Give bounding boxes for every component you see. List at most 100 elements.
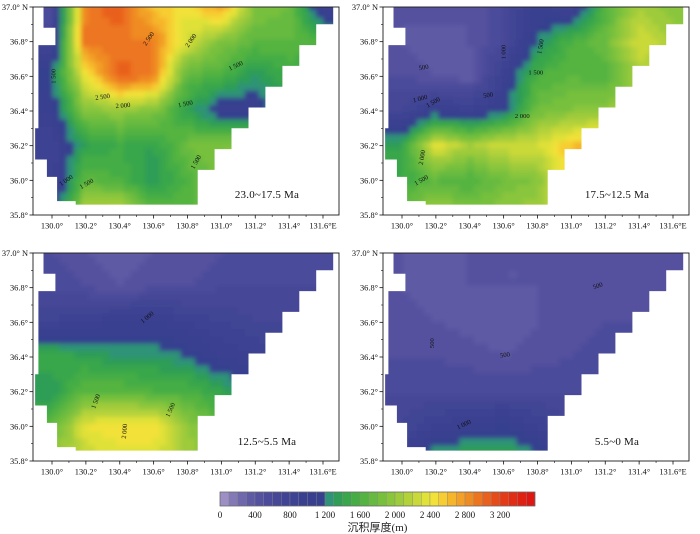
- contour-label: 1 000: [500, 44, 507, 60]
- contour-label: 500: [429, 337, 436, 348]
- colorbar-cell: [377, 491, 387, 507]
- colorbar-cell: [324, 491, 334, 507]
- colorbar-cell: [526, 491, 536, 507]
- y-tick-label: 35.8°: [10, 457, 28, 466]
- contour-label: 500: [483, 91, 494, 99]
- map-panel-5.5-0-ma: 130.0° 130.2° 130.4° 130.6° 130.8° 131.0° 131.…: [350, 245, 700, 485]
- x-tick-label: 130.8°: [526, 468, 548, 477]
- x-tick-label: 131.0°: [560, 468, 582, 477]
- contour-label: 2 000: [115, 102, 131, 110]
- y-tick-label: 37.0° N: [352, 3, 378, 12]
- colorbar-cell: [254, 491, 264, 507]
- colorbar-tick-label: 400: [248, 510, 262, 520]
- y-tick-label: 36.4°: [10, 107, 28, 116]
- x-tick-label: 131.2°: [594, 222, 616, 231]
- y-tick-label: 36.4°: [360, 107, 378, 116]
- x-tick-label: 130.2°: [425, 468, 447, 477]
- contour-label: 1 500: [178, 99, 195, 109]
- colorbar-cell: [281, 491, 291, 507]
- colorbar-cell: [438, 491, 448, 507]
- x-tick-label: 131.0°: [560, 222, 582, 231]
- x-tick-label: 131.0°: [210, 222, 232, 231]
- y-tick-label: 36.4°: [10, 353, 28, 362]
- x-tick-label: 131.0°: [210, 468, 232, 477]
- colorbar-tick-label: 0: [218, 510, 223, 520]
- colorbar: 0 400 800 1 200 1 600 2 000 2 400 2 800 3 200: [218, 491, 536, 520]
- map-panel-12.5-5.5-ma: 130.0° 130.2° 130.4° 130.6° 130.8° 131.0° 131.…: [0, 245, 350, 485]
- y-tick-label: 37.0° N: [2, 3, 28, 12]
- y-tick-label: 35.8°: [10, 211, 28, 220]
- colorbar-tick-label: 2 400: [420, 510, 441, 520]
- x-tick-label: 130.2°: [425, 222, 447, 231]
- x-tick-label: 131.4°: [278, 468, 300, 477]
- x-tick-label: 131.2°: [244, 468, 266, 477]
- colorbar-cell: [421, 491, 431, 507]
- y-tick-label: 36.2°: [360, 388, 378, 397]
- y-tick-label: 36.6°: [10, 72, 28, 81]
- colorbar-cell: [342, 491, 352, 507]
- x-tick-label: 131.4°: [628, 468, 650, 477]
- contour-label: 1 500: [50, 68, 57, 84]
- y-tick-label: 36.0°: [360, 176, 378, 185]
- contour-field: [35, 7, 334, 205]
- y-tick-label: 36.8°: [10, 284, 28, 293]
- colorbar-cell: [272, 491, 282, 507]
- colorbar-cell: [237, 491, 247, 507]
- x-tick-label: 131.6°E: [659, 222, 686, 231]
- y-tick-label: 36.0°: [360, 422, 378, 431]
- colorbar-cell: [464, 491, 474, 507]
- x-tick-label: 130.4°: [459, 222, 481, 231]
- x-tick-label: 131.2°: [244, 222, 266, 231]
- contour-label: 1 500: [90, 393, 102, 410]
- x-tick-label: 131.6°E: [309, 468, 336, 477]
- contour-label: 2 000: [515, 113, 531, 120]
- colorbar-cell: [298, 491, 308, 507]
- x-tick-label: 130.4°: [459, 468, 481, 477]
- y-tick-label: 36.6°: [360, 318, 378, 327]
- y-tick-label: 36.0°: [10, 176, 28, 185]
- colorbar-cell: [482, 491, 492, 507]
- y-tick-label: 36.4°: [360, 353, 378, 362]
- x-tick-label: 130.6°: [143, 222, 165, 231]
- colorbar-cell: [289, 491, 299, 507]
- y-tick-label: 36.6°: [360, 72, 378, 81]
- map-panel-23.0-17.5-ma: 130.0° 130.2° 130.4° 130.6° 130.8° 131.0° 131.…: [0, 0, 350, 240]
- x-tick-label: 130.6°: [143, 468, 165, 477]
- colorbar-cell: [351, 491, 361, 507]
- y-tick-label: 37.0° N: [2, 249, 28, 258]
- contour-label: 2 500: [95, 93, 111, 102]
- contour-label: 500: [592, 281, 604, 291]
- x-tick-label: 130.0°: [391, 222, 413, 231]
- y-tick-label: 36.6°: [10, 318, 28, 327]
- colorbar-cell: [219, 491, 229, 507]
- x-tick-label: 131.4°: [628, 222, 650, 231]
- colorbar-cell: [333, 491, 343, 507]
- colorbar-tick-label: 3 200: [490, 510, 511, 520]
- contour-label: 2 000: [418, 149, 428, 166]
- x-tick-label: 131.2°: [594, 468, 616, 477]
- x-tick-label: 130.2°: [75, 222, 97, 231]
- contour-label: 500: [500, 351, 511, 359]
- x-tick-label: 130.4°: [109, 468, 131, 477]
- colorbar-cell: [368, 491, 378, 507]
- colorbar-cell: [359, 491, 369, 507]
- colorbar-cell: [473, 491, 483, 507]
- y-tick-label: 36.2°: [10, 142, 28, 151]
- contour-label: 2 000: [121, 423, 129, 439]
- y-tick-label: 36.8°: [360, 38, 378, 47]
- x-tick-label: 130.8°: [176, 468, 198, 477]
- x-tick-label: 130.6°: [493, 222, 515, 231]
- colorbar-tick-label: 2 000: [385, 510, 406, 520]
- colorbar-tick-label: 1 200: [315, 510, 336, 520]
- colorbar-cell: [316, 491, 326, 507]
- x-tick-label: 130.2°: [75, 468, 97, 477]
- colorbar-cell: [456, 491, 466, 507]
- colorbar-cell: [491, 491, 501, 507]
- y-tick-label: 36.2°: [10, 388, 28, 397]
- colorbar-tick-label: 2 800: [455, 510, 476, 520]
- colorbar-cell: [508, 491, 518, 507]
- colorbar-cell: [447, 491, 457, 507]
- contour-label: 1 000: [412, 94, 429, 105]
- x-tick-label: 130.0°: [391, 468, 413, 477]
- contour-label: 1 500: [528, 70, 544, 77]
